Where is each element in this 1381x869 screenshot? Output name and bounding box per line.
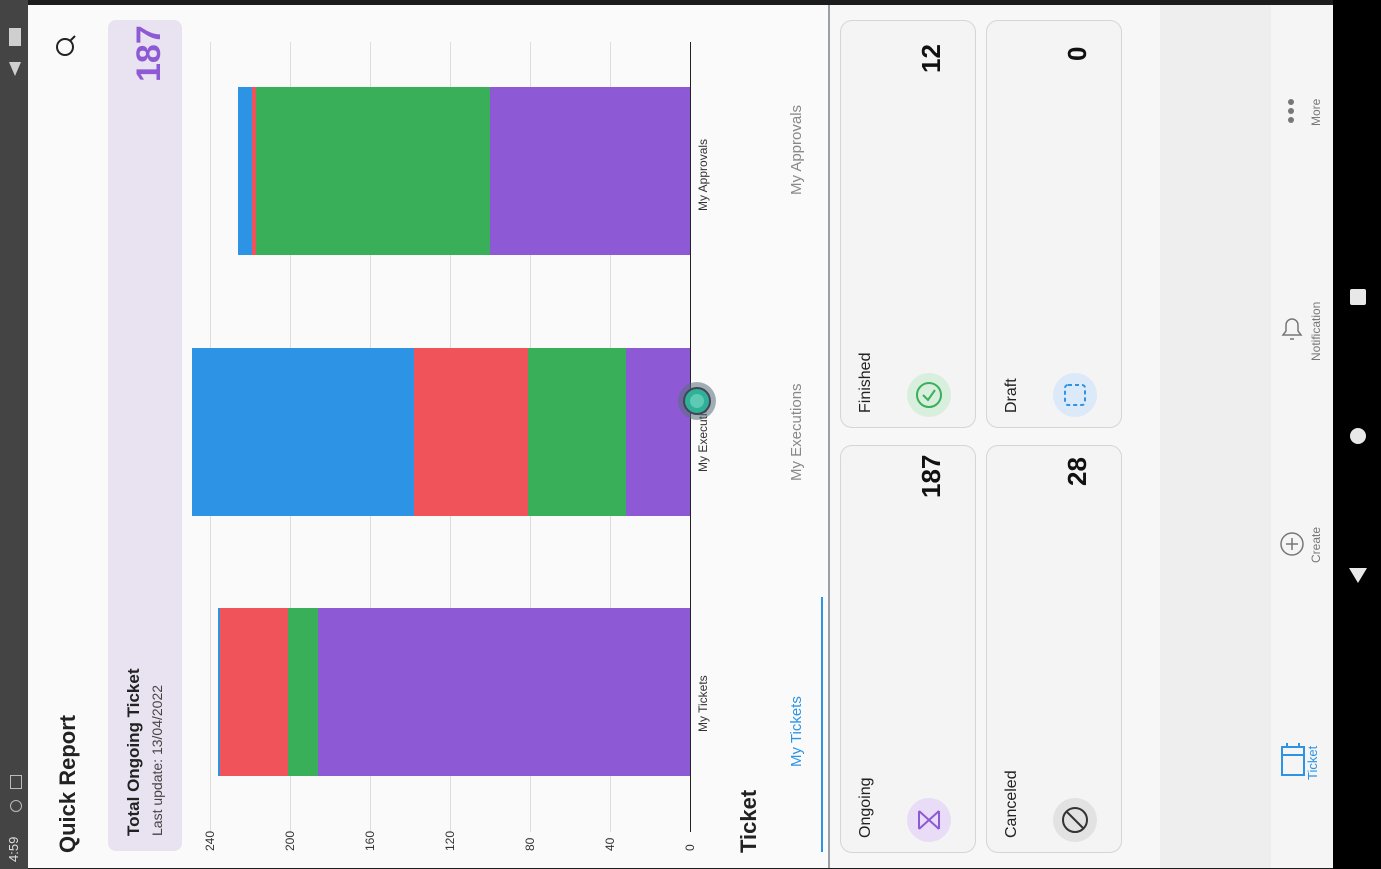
summary-card: Total Ongoing Ticket Last update: 13/04/… — [108, 20, 182, 851]
stat-label: Draft — [1003, 378, 1020, 413]
system-nav-bar — [1333, 0, 1381, 869]
bar-segment — [414, 348, 528, 516]
bar-segment — [490, 87, 690, 255]
battery-icon — [9, 28, 21, 46]
cancel-icon — [1053, 798, 1097, 842]
bar-segment — [192, 348, 414, 516]
stat-value: 28 — [1062, 457, 1092, 486]
summary-last-update: Last update: 13/04/2022 — [149, 684, 165, 836]
spacer — [1160, 5, 1271, 868]
tab-my-approvals[interactable]: My Approvals — [788, 104, 805, 195]
draft-icon — [1053, 373, 1097, 417]
bar-segment — [252, 87, 256, 255]
bar-segment — [288, 608, 318, 776]
bar-segment — [626, 348, 690, 516]
settings-status-icon — [10, 800, 22, 812]
divider — [828, 5, 830, 868]
nav-label-more[interactable]: More — [1309, 98, 1323, 126]
nav-label-ticket[interactable]: Ticket — [1305, 745, 1320, 780]
tab-indicator — [821, 597, 823, 852]
stat-value: 187 — [916, 454, 946, 498]
x-tick-label: 200 — [283, 830, 297, 851]
bar-segment — [238, 87, 252, 255]
hourglass-icon — [907, 798, 951, 842]
stats-panel: Ongoing 187 Finished 12 Canceled 28 Draft 0 — [830, 5, 1160, 868]
stat-value: 12 — [916, 44, 946, 73]
nav-label-notification[interactable]: Notification — [1309, 301, 1323, 361]
stat-card-canceled[interactable]: Canceled 28 — [986, 445, 1122, 853]
summary-title: Total Ongoing Ticket — [124, 668, 143, 837]
search-icon[interactable] — [53, 33, 79, 59]
nav-label-create[interactable]: Create — [1309, 526, 1323, 563]
ticket-tabs: My Tickets My Executions My Approvals — [778, 5, 828, 868]
app-window: Quick Report Total Ongoing Ticket Last u… — [28, 5, 1333, 868]
stat-card-finished[interactable]: Finished 12 — [840, 20, 976, 428]
bar-segment — [218, 608, 220, 776]
back-button[interactable] — [1349, 568, 1367, 583]
notification-icon — [10, 775, 22, 789]
bar-segment — [256, 87, 490, 255]
check-circle-icon — [907, 373, 951, 417]
more-icon[interactable] — [1285, 97, 1297, 127]
page-title: Quick Report — [55, 714, 80, 853]
recents-button[interactable] — [1350, 289, 1366, 305]
category-label: My Tickets — [696, 675, 710, 732]
status-bar: 4:59 — [0, 0, 28, 869]
gridline — [690, 42, 691, 832]
x-tick-label: 160 — [363, 830, 377, 851]
x-tick-label: 120 — [443, 830, 457, 851]
bar-segment — [318, 608, 690, 776]
bottom-navigation: Ticket Create Notification More — [1271, 5, 1333, 868]
stat-label: Canceled — [1003, 770, 1020, 838]
bar-segment — [528, 348, 626, 516]
plus-circle-icon[interactable] — [1279, 531, 1305, 557]
section-title: Ticket — [736, 789, 761, 853]
stat-card-draft[interactable]: Draft 0 — [986, 20, 1122, 428]
stat-label: Ongoing — [857, 777, 874, 839]
ticket-chart: 0 40 80 120 160 200 240 My Tickets My Execution… — [192, 5, 723, 868]
stat-value: 0 — [1062, 46, 1092, 61]
tab-my-executions[interactable]: My Executions — [788, 383, 805, 481]
status-time: 4:59 — [6, 836, 21, 862]
x-tick-label: 80 — [523, 837, 537, 851]
stat-card-ongoing[interactable]: Ongoing 187 — [840, 445, 976, 853]
wifi-icon — [9, 62, 21, 76]
summary-value: 187 — [130, 25, 168, 82]
tab-my-tickets[interactable]: My Tickets — [788, 696, 805, 767]
x-tick-label: 240 — [203, 830, 217, 851]
home-button[interactable] — [1350, 428, 1366, 444]
x-tick-label: 40 — [603, 837, 617, 851]
bell-icon[interactable] — [1279, 315, 1305, 343]
stat-label: Finished — [857, 352, 874, 413]
report-panel: Quick Report Total Ongoing Ticket Last u… — [28, 5, 829, 868]
touch-indicator-icon — [676, 380, 718, 422]
category-label: My Approvals — [696, 138, 710, 211]
bar-segment — [220, 608, 288, 776]
x-tick-label: 0 — [683, 844, 697, 851]
ticket-icon[interactable] — [1279, 741, 1307, 781]
